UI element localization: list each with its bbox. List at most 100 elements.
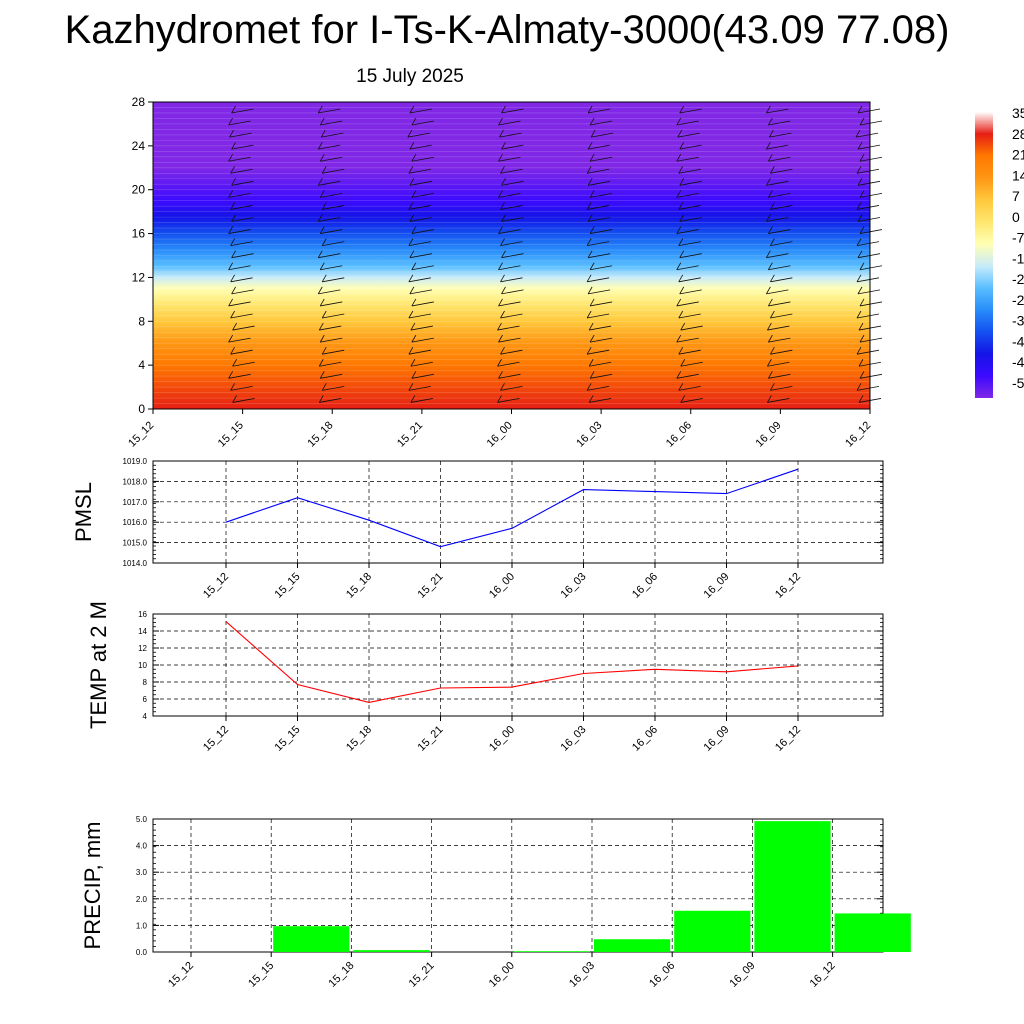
wind-barb-tick: [857, 214, 863, 222]
wind-barb: [680, 325, 703, 331]
wind-barb-tick: [317, 105, 323, 114]
x-tick-label: 16_03: [567, 960, 597, 990]
wind-barb-tick: [319, 262, 325, 270]
y-tick-label: 1017.0: [123, 498, 148, 507]
wind-barb: [766, 108, 789, 114]
wind-barb-tick: [319, 190, 325, 198]
x-tick-label: 16_09: [702, 724, 732, 754]
precip-bar: [834, 913, 911, 952]
wind-barb: [501, 180, 524, 186]
wind-barb-tick: [501, 178, 506, 186]
wind-barb: [678, 385, 701, 391]
colorbar: 35 28 21 14 7 0 -7 -14 -21 -28 -35 -42 -49 -56: [975, 105, 1024, 398]
wind-barb-tick: [856, 202, 862, 210]
wind-barb-tick: [321, 346, 327, 355]
wind-barb-tick: [856, 346, 862, 355]
wind-barb-tick: [501, 286, 506, 295]
wind-barb: [679, 217, 702, 222]
y-tick-label: 1016.0: [123, 518, 148, 527]
wind-barb: [322, 205, 345, 210]
wind-barb-tick: [500, 238, 505, 246]
precip-bar: [594, 939, 671, 952]
wind-barb-tick: [679, 214, 685, 222]
wind-barb-tick: [587, 141, 593, 150]
wind-barb-tick: [679, 141, 685, 150]
wind-barb: [855, 132, 879, 138]
colorbar-label: -56: [1012, 375, 1024, 391]
wind-barb-tick: [228, 117, 233, 126]
wind-barb-column: [407, 105, 434, 403]
wind-barb-tick: [500, 310, 505, 319]
wind-barb-tick: [501, 105, 506, 114]
wind-barb: [676, 301, 699, 307]
wind-barb: [232, 325, 255, 331]
wind-barb: [408, 205, 431, 210]
wind-barb: [678, 277, 701, 283]
wind-barb: [500, 168, 523, 174]
wind-barb-tick: [857, 286, 863, 295]
wind-barb-tick: [319, 371, 325, 379]
wind-barb-tick: [857, 250, 863, 258]
wind-barb-tick: [408, 274, 414, 283]
wind-barb: [499, 132, 522, 138]
wind-barb-tick: [321, 274, 327, 283]
wind-barb: [410, 361, 433, 367]
wind-barb-tick: [318, 395, 324, 403]
wind-barb-tick: [768, 154, 773, 162]
wind-barb-tick: [676, 371, 682, 379]
wind-barb: [768, 192, 791, 198]
wind-barb: [411, 265, 434, 271]
x-tick-label: 15_21: [395, 419, 425, 449]
wind-barb-tick: [321, 310, 327, 319]
cross-section-panel: 0 4 8 12 16 20 24 28 15_12 15_15 15_18 15_21 16_00 16…: [126, 95, 883, 450]
wind-barb: [320, 229, 343, 234]
wind-barb-tick: [586, 310, 592, 319]
wind-barb-tick: [409, 105, 415, 114]
wind-barb-tick: [317, 250, 323, 258]
wind-barb: [768, 373, 791, 379]
wind-barb: [228, 373, 251, 379]
wind-barb: [590, 265, 613, 271]
wind-barb-tick: [767, 359, 772, 367]
wind-barb-tick: [409, 141, 415, 150]
wind-barb: [770, 349, 793, 355]
x-tick-label: 16_03: [574, 419, 604, 449]
wind-barb: [231, 217, 254, 222]
wind-barb: [228, 301, 251, 307]
wind-barb-tick: [317, 178, 323, 186]
x-tick-label: 15_15: [246, 960, 276, 990]
y-tick-label: 16: [132, 227, 146, 241]
wind-barb-tick: [678, 383, 684, 391]
wind-barb: [679, 289, 702, 295]
wind-barb: [590, 229, 613, 234]
temp-panel: 4 6 8 10 12 14 16 15_12 15_15 15_18 15_21 16_00 16_0…: [86, 601, 884, 754]
wind-barb: [232, 361, 255, 367]
y-tick-label: 24: [132, 139, 146, 153]
wind-barb-tick: [230, 274, 235, 283]
wind-barb: [678, 349, 701, 355]
x-tick-label: 15_18: [326, 960, 356, 990]
wind-barb: [228, 156, 251, 162]
wind-barb: [768, 120, 791, 126]
wind-barb-tick: [859, 117, 865, 126]
wind-barb-tick: [859, 371, 865, 379]
wind-barb-tick: [230, 238, 235, 246]
wind-barb: [767, 325, 790, 331]
wind-barb-tick: [588, 322, 594, 331]
colorbar-label: 7: [1012, 188, 1020, 204]
wind-barb: [767, 361, 790, 367]
wind-barb-tick: [678, 274, 684, 283]
x-tick-label: 15_21: [416, 724, 446, 754]
colorbar-label: 35: [1012, 105, 1024, 121]
wind-barb-column: [317, 105, 345, 403]
wind-barb: [322, 277, 345, 283]
x-tick-label: 15_18: [344, 571, 374, 601]
x-tick-label: 16_09: [702, 571, 732, 601]
wind-barb-tick: [408, 166, 414, 174]
wind-barb: [680, 361, 703, 367]
wind-barb: [768, 301, 791, 307]
wind-barb: [676, 156, 699, 162]
wind-barb-tick: [500, 166, 505, 174]
wind-barb-tick: [497, 395, 502, 403]
x-tick-label: 15_18: [344, 724, 374, 754]
